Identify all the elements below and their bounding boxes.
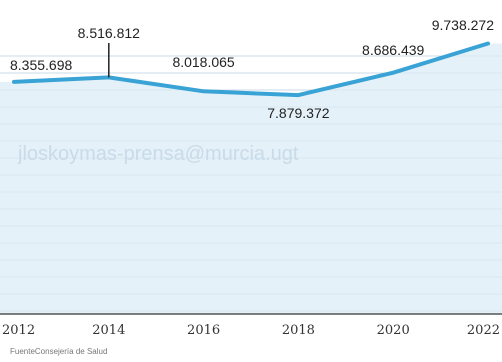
data-label: 8.686.439: [362, 42, 424, 58]
x-tick-label: 2022: [467, 323, 500, 338]
x-tick-label: 2012: [2, 323, 35, 338]
x-tick-label: 2014: [92, 323, 125, 338]
x-tick-label: 2020: [377, 323, 410, 338]
data-label: 8.516.812: [78, 25, 140, 41]
data-label: 8.355.698: [10, 57, 72, 73]
series-line: [12, 41, 490, 98]
x-tick-label: 2016: [187, 323, 220, 338]
watermark-text: jloskoymas-prensa@murcia.ugt: [17, 143, 299, 165]
source-note: FuenteConsejería de Salud: [10, 347, 107, 356]
data-label: 9.738.272: [432, 17, 494, 33]
x-tick-labels: 2012 2014 2016 2018 2020 2022: [2, 323, 500, 338]
data-labels: 8.355.698 8.516.812 8.018.065 7.879.372 8.68…: [10, 17, 494, 121]
data-label: 8.018.065: [172, 54, 234, 70]
data-label: 7.879.372: [267, 105, 329, 121]
series-area: [0, 43, 502, 314]
x-tick-label: 2018: [282, 323, 315, 338]
